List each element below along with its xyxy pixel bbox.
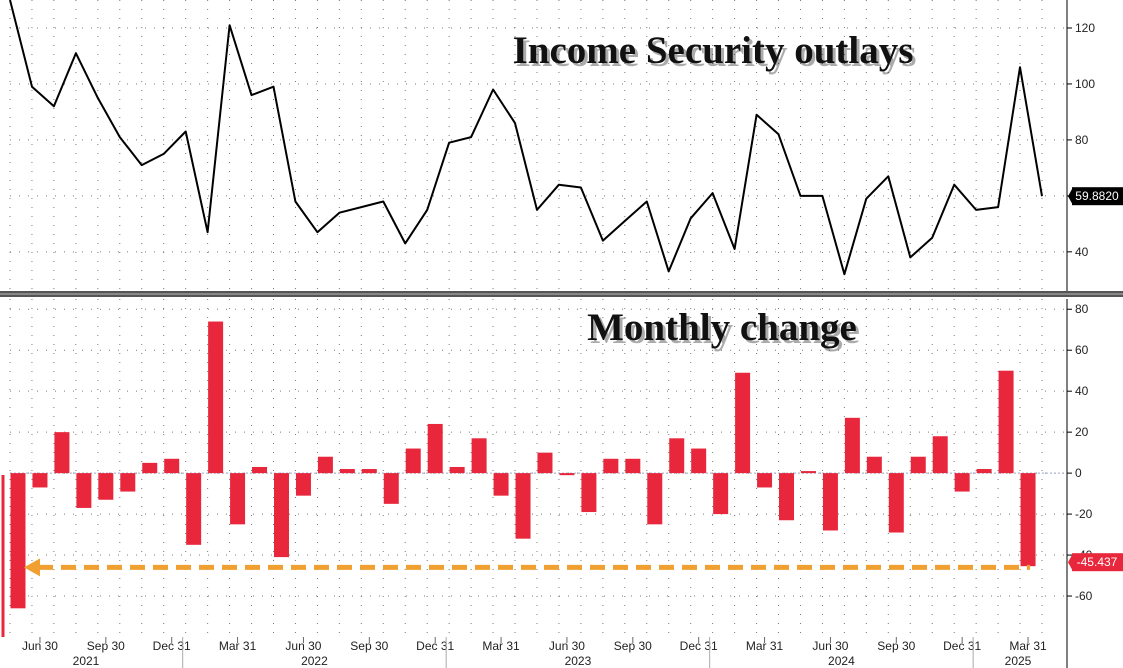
bar [32, 473, 48, 488]
last-value-badge-pointer-top [1068, 187, 1073, 206]
x-tick-label: Jun 30 [22, 639, 58, 653]
bar-chart-title: Monthly change [587, 306, 857, 349]
x-tick-label: Jun 30 [285, 639, 321, 653]
bar [691, 448, 707, 474]
x-tick-label: Sep 30 [350, 639, 388, 653]
bar [537, 452, 553, 474]
x-tick-label: Mar 31 [482, 639, 520, 653]
bar [515, 473, 531, 539]
last-value-badge-bottom [1072, 553, 1123, 572]
bar [186, 473, 202, 545]
bar [361, 469, 377, 474]
year-label: 2025 [1005, 654, 1032, 668]
y-tick-label-top: 40 [1075, 245, 1089, 259]
bar [713, 473, 729, 515]
bar [669, 438, 685, 474]
x-tick-label: Dec 31 [153, 639, 191, 653]
bar [120, 473, 136, 492]
bar [866, 456, 882, 474]
year-label: 2021 [73, 654, 100, 668]
bar [383, 473, 399, 504]
bar [76, 473, 92, 508]
bar [625, 458, 641, 474]
bar [779, 473, 795, 521]
last-value-label-top: 59.8820 [1075, 189, 1119, 203]
bar [844, 417, 860, 474]
y-tick-label-bottom: -20 [1075, 507, 1093, 521]
bar [230, 473, 246, 525]
x-tick-label: Jun 30 [812, 639, 848, 653]
bar [295, 473, 311, 496]
line-chart-title-shadow: Income Security outlays [516, 32, 917, 75]
bar [427, 423, 443, 474]
year-label: 2023 [565, 654, 592, 668]
bar [954, 473, 970, 492]
bar [976, 469, 992, 474]
last-value-badge-top [1072, 187, 1123, 206]
year-label: 2022 [301, 654, 328, 668]
x-tick-label: Dec 31 [943, 639, 981, 653]
monthly-change-bars [10, 321, 1036, 609]
x-tick-label: Sep 30 [614, 639, 652, 653]
x-tick-label: Mar 31 [219, 639, 257, 653]
bar [800, 471, 816, 474]
bar [581, 473, 597, 513]
bar [54, 432, 70, 474]
y-tick-label-bottom: 60 [1075, 343, 1089, 357]
line-chart-title: Income Security outlays [513, 29, 914, 72]
y-tick-label-bottom: 40 [1075, 384, 1089, 398]
bar-chart-title-shadow: Monthly change [590, 309, 860, 352]
bar [164, 458, 180, 474]
outlays-series-line [9, 0, 1043, 276]
bar [449, 466, 465, 474]
gridlines [9, 0, 1066, 637]
bar [98, 473, 114, 500]
bar [932, 436, 948, 474]
bar [559, 473, 575, 476]
bar [405, 448, 421, 474]
bar [647, 473, 663, 525]
y-tick-label-top: 80 [1075, 133, 1089, 147]
bar [910, 456, 926, 474]
y-tick-label-bottom: -60 [1075, 589, 1093, 603]
y-tick-label-bottom: 0 [1075, 466, 1082, 480]
y-tick-label-top: 120 [1075, 21, 1095, 35]
y-tick-label-bottom: 80 [1075, 302, 1089, 316]
y-tick-label-bottom: 20 [1075, 425, 1089, 439]
outlays-line-layer [9, 0, 1043, 276]
bar [1020, 473, 1036, 567]
bar [603, 458, 619, 474]
bar [998, 370, 1014, 474]
bar [471, 438, 487, 474]
bar [317, 456, 333, 474]
reference-arrowhead [24, 558, 40, 577]
x-tick-label: Mar 31 [1009, 639, 1047, 653]
x-tick-label: Jun 30 [549, 639, 585, 653]
y-tick-label-top: 100 [1075, 77, 1095, 91]
bar [142, 462, 158, 474]
bar [252, 466, 268, 474]
x-tick-label: Sep 30 [877, 639, 915, 653]
x-tick-label: Mar 31 [746, 639, 784, 653]
last-value-label-bottom: -45.437 [1077, 555, 1118, 569]
bar [888, 473, 904, 533]
bar [757, 473, 773, 488]
last-value-badge-pointer-bottom [1068, 553, 1073, 572]
x-tick-label: Sep 30 [87, 639, 125, 653]
x-tick-label: Dec 31 [416, 639, 454, 653]
bar [10, 473, 26, 609]
bar [208, 321, 224, 474]
bar [493, 473, 509, 496]
bar [735, 372, 751, 474]
x-tick-label: Dec 31 [680, 639, 718, 653]
bar [273, 473, 289, 558]
year-label: 2024 [828, 654, 855, 668]
bar [339, 469, 355, 474]
bar [822, 473, 838, 531]
